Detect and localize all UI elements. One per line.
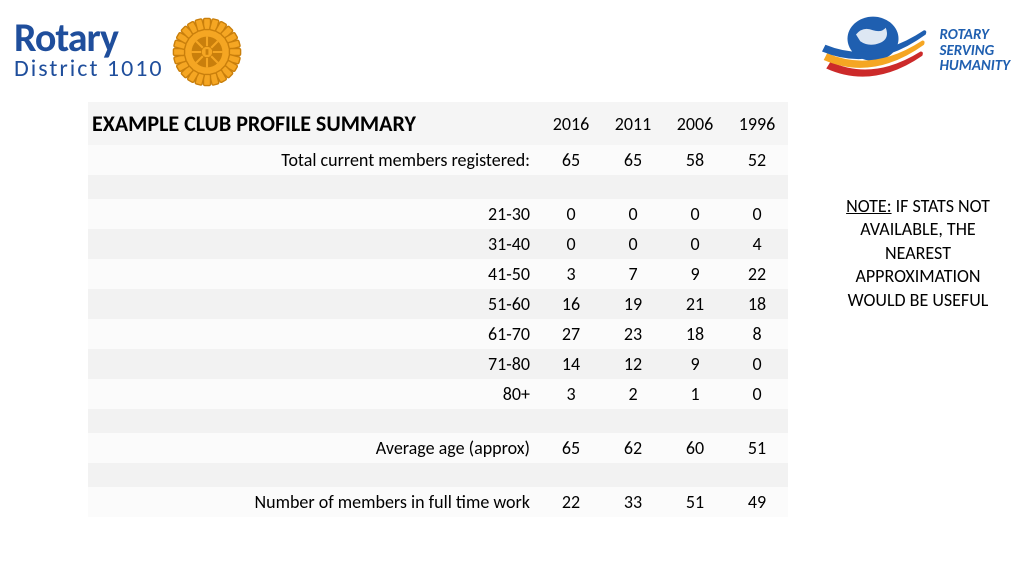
table-row: 61-702723188 <box>88 319 788 349</box>
rotary-gear-icon <box>172 17 242 87</box>
row-value: 18 <box>726 289 788 319</box>
table-row: 21-300000 <box>88 199 788 229</box>
row-value: 19 <box>602 289 664 319</box>
row-value: 7 <box>602 259 664 289</box>
row-value: 65 <box>540 433 602 463</box>
row-value: 4 <box>726 229 788 259</box>
row-value: 33 <box>602 487 664 517</box>
year-col-1: 2011 <box>602 102 664 145</box>
row-value: 0 <box>602 229 664 259</box>
table-header-row: EXAMPLE CLUB PROFILE SUMMARY 2016 2011 2… <box>88 102 788 145</box>
row-value: 52 <box>726 145 788 175</box>
globe-swirl-icon <box>813 9 933 94</box>
row-value: 2 <box>602 379 664 409</box>
row-value: 21 <box>664 289 726 319</box>
row-value: 9 <box>664 259 726 289</box>
row-value: 62 <box>602 433 664 463</box>
row-value: 8 <box>726 319 788 349</box>
brand-name: Rotary <box>14 20 164 56</box>
row-value: 3 <box>540 379 602 409</box>
table-spacer-row <box>88 175 788 199</box>
row-label: 61-70 <box>88 319 540 349</box>
brand-text-block: Rotary District 1010 <box>14 20 164 83</box>
table-row: 51-6016192118 <box>88 289 788 319</box>
row-value: 3 <box>540 259 602 289</box>
row-value: 0 <box>664 229 726 259</box>
row-value: 12 <box>602 349 664 379</box>
district-name: District 1010 <box>14 54 164 83</box>
year-col-3: 1996 <box>726 102 788 145</box>
row-label: 51-60 <box>88 289 540 319</box>
row-label: Total current members registered: <box>88 145 540 175</box>
profile-table: EXAMPLE CLUB PROFILE SUMMARY 2016 2011 2… <box>88 102 788 517</box>
table-title: EXAMPLE CLUB PROFILE SUMMARY <box>88 102 540 145</box>
table-row: 41-5037922 <box>88 259 788 289</box>
row-label: 71-80 <box>88 349 540 379</box>
row-value: 0 <box>602 199 664 229</box>
row-value: 60 <box>664 433 726 463</box>
header: Rotary District 1010 <box>14 4 1010 99</box>
table-row: 71-80141290 <box>88 349 788 379</box>
row-label: Number of members in full time work <box>88 487 540 517</box>
row-value: 22 <box>726 259 788 289</box>
row-value: 65 <box>540 145 602 175</box>
row-label: 41-50 <box>88 259 540 289</box>
row-value: 14 <box>540 349 602 379</box>
row-value: 65 <box>602 145 664 175</box>
row-value: 0 <box>726 199 788 229</box>
row-value: 58 <box>664 145 726 175</box>
tagline-line3: HUMANITY <box>939 59 1010 75</box>
table-row: Total current members registered:6565585… <box>88 145 788 175</box>
table-row: 31-400004 <box>88 229 788 259</box>
year-col-2: 2006 <box>664 102 726 145</box>
logo-left: Rotary District 1010 <box>14 4 242 99</box>
row-label: 31-40 <box>88 229 540 259</box>
row-value: 16 <box>540 289 602 319</box>
table-spacer-row <box>88 409 788 433</box>
note-prefix: NOTE: <box>846 195 891 217</box>
row-value: 0 <box>540 199 602 229</box>
row-value: 27 <box>540 319 602 349</box>
row-value: 23 <box>602 319 664 349</box>
row-value: 22 <box>540 487 602 517</box>
row-value: 0 <box>726 349 788 379</box>
row-value: 18 <box>664 319 726 349</box>
row-value: 51 <box>664 487 726 517</box>
row-value: 0 <box>664 199 726 229</box>
table-row: 80+3210 <box>88 379 788 409</box>
logo-right: ROTARY SERVING HUMANITY <box>813 4 1010 99</box>
main-table-region: EXAMPLE CLUB PROFILE SUMMARY 2016 2011 2… <box>88 102 788 517</box>
table-spacer-row <box>88 463 788 487</box>
row-value: 49 <box>726 487 788 517</box>
tagline: ROTARY SERVING HUMANITY <box>939 28 1010 75</box>
row-value: 1 <box>664 379 726 409</box>
row-label: Average age (approx) <box>88 433 540 463</box>
row-value: 0 <box>726 379 788 409</box>
row-value: 0 <box>540 229 602 259</box>
table-row: Number of members in full time work22335… <box>88 487 788 517</box>
row-label: 80+ <box>88 379 540 409</box>
row-value: 9 <box>664 349 726 379</box>
note-block: NOTE: IF STATS NOT AVAILABLE, THE NEARES… <box>838 195 998 312</box>
row-value: 51 <box>726 433 788 463</box>
row-label: 21-30 <box>88 199 540 229</box>
year-col-0: 2016 <box>540 102 602 145</box>
table-row: Average age (approx)65626051 <box>88 433 788 463</box>
